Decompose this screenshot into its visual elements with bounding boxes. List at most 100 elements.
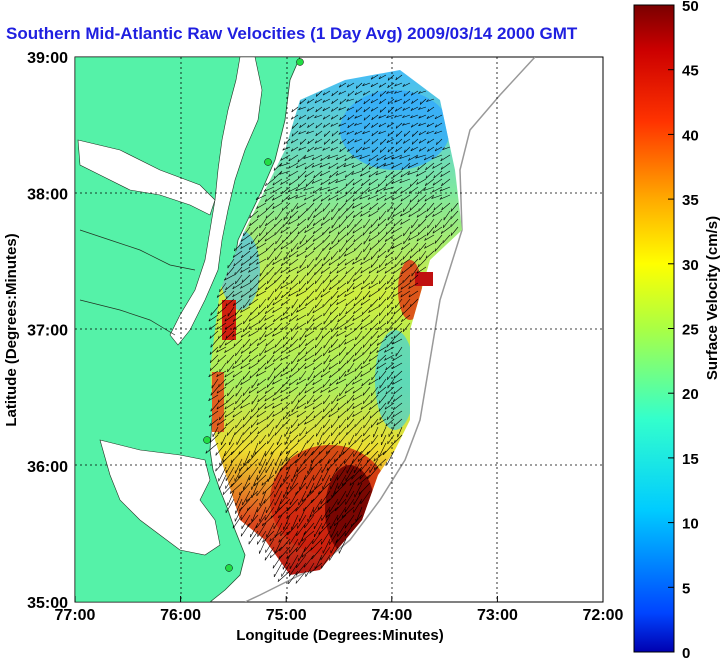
vector-head xyxy=(313,230,315,234)
vector-head xyxy=(249,279,252,283)
velocity-vector xyxy=(273,370,283,379)
velocity-vector xyxy=(304,402,315,409)
velocity-vector xyxy=(266,522,275,538)
velocity-vector xyxy=(336,322,347,330)
vector-head xyxy=(281,294,283,299)
x-tick-label: 73:00 xyxy=(477,607,518,624)
velocity-vector xyxy=(336,394,347,402)
vector-head xyxy=(378,76,381,80)
vector-head xyxy=(310,467,312,471)
velocity-vector xyxy=(314,522,323,538)
vector-head xyxy=(298,304,300,308)
vector-head xyxy=(411,92,413,96)
vector-head xyxy=(376,270,379,274)
velocity-vector xyxy=(336,266,347,274)
velocity-vector xyxy=(314,474,323,490)
vector-head xyxy=(266,360,268,364)
velocity-vector xyxy=(346,226,355,236)
velocity-vector xyxy=(440,170,451,177)
velocity-vector xyxy=(329,266,339,275)
vector-head xyxy=(392,414,395,418)
vector-head xyxy=(291,116,293,120)
vector-head xyxy=(354,131,357,135)
vector-head xyxy=(281,327,283,331)
vector-head xyxy=(280,350,283,354)
velocity-vector xyxy=(274,426,283,436)
velocity-vector xyxy=(357,450,371,462)
vector-head xyxy=(368,382,371,386)
velocity-vector xyxy=(323,114,331,120)
velocity-vector xyxy=(337,226,347,235)
velocity-vector xyxy=(233,298,243,306)
velocity-vector xyxy=(336,194,347,201)
vector-head xyxy=(322,147,325,151)
velocity-vector xyxy=(222,482,235,495)
vector-head xyxy=(401,167,403,171)
vector-head xyxy=(313,415,316,419)
vector-head xyxy=(344,341,347,345)
vector-head xyxy=(363,117,366,121)
velocity-vector xyxy=(323,418,331,429)
vector-head xyxy=(272,197,275,201)
velocity-vector xyxy=(408,290,419,298)
velocity-vector xyxy=(336,330,347,337)
velocity-vector xyxy=(338,434,347,444)
vector-head xyxy=(313,399,315,403)
velocity-vector xyxy=(241,258,251,266)
vector-head xyxy=(242,344,244,348)
velocity-vector xyxy=(321,258,331,267)
velocity-vector xyxy=(269,530,283,542)
velocity-vector xyxy=(314,98,323,104)
vector-head xyxy=(395,77,398,81)
velocity-vector xyxy=(411,90,419,96)
vector-head xyxy=(312,326,315,330)
vector-head xyxy=(249,343,252,347)
vector-head xyxy=(345,303,347,307)
velocity-vector xyxy=(418,122,427,127)
velocity-vector xyxy=(248,386,259,394)
vector-head xyxy=(297,223,299,227)
vector-head xyxy=(257,399,259,403)
velocity-vector xyxy=(296,522,307,537)
velocity-vector xyxy=(282,410,291,420)
vector-head xyxy=(296,254,299,257)
vector-head xyxy=(338,440,340,444)
vector-head xyxy=(387,149,390,153)
vector-head xyxy=(418,208,420,212)
velocity-vector xyxy=(296,458,307,473)
velocity-vector xyxy=(280,370,291,377)
velocity-vector xyxy=(313,362,323,371)
vector-head xyxy=(305,254,307,258)
vector-head xyxy=(400,286,403,290)
vector-head xyxy=(234,247,236,251)
velocity-vector xyxy=(249,370,259,379)
vector-head xyxy=(338,224,340,228)
velocity-vector xyxy=(434,242,443,252)
colorbar-tick-label: 45 xyxy=(682,63,699,80)
velocity-vector xyxy=(225,298,235,307)
velocity-vector xyxy=(241,274,251,283)
velocity-vector xyxy=(346,82,355,88)
velocity-vector xyxy=(274,274,283,284)
vector-head xyxy=(322,432,324,436)
vector-head xyxy=(298,280,300,284)
velocity-vector xyxy=(296,250,307,258)
vector-head xyxy=(279,171,282,175)
velocity-vector xyxy=(368,154,379,162)
velocity-vector xyxy=(305,562,315,577)
velocity-vector xyxy=(301,546,315,558)
vector-head xyxy=(320,222,323,226)
velocity-vector xyxy=(313,370,323,379)
velocity-vector xyxy=(274,338,283,348)
vector-head xyxy=(387,320,389,324)
vector-head xyxy=(313,247,315,251)
vector-head xyxy=(257,342,259,346)
vector-head xyxy=(256,422,259,426)
vector-head xyxy=(249,215,251,219)
vector-head xyxy=(370,320,372,324)
velocity-vector xyxy=(341,474,355,486)
vector-head xyxy=(416,181,419,185)
velocity-vector xyxy=(282,234,291,244)
vector-head xyxy=(345,271,347,275)
velocity-vector xyxy=(291,114,299,120)
